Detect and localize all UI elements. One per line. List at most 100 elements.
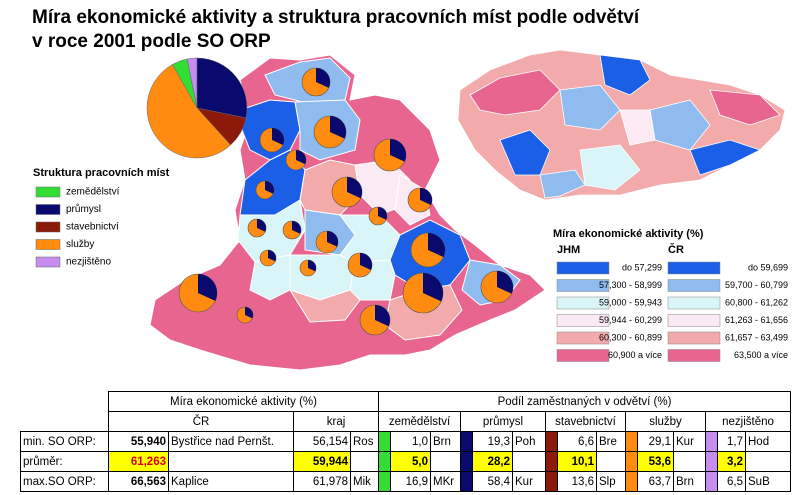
district-pie-slice [272, 128, 284, 145]
table-cell: 3,2 [717, 451, 746, 472]
table-cell [350, 451, 379, 472]
table-row: Míra ekonomické aktivity (%) Podíl zaměst… [21, 391, 791, 412]
district-pie-slice [268, 250, 276, 262]
table-cell: 19,3 [472, 431, 513, 452]
legend-label: 57,300 - 58,999 [599, 280, 662, 290]
legend-label: 63,500 a více [734, 350, 788, 360]
table-cell: Brn [430, 431, 461, 452]
district-pie-slice [327, 231, 338, 247]
legend-swatch [556, 314, 610, 327]
structure-legend: Struktura pracovních míst zemědělství prů… [33, 167, 170, 268]
district-pie-slice [347, 177, 362, 199]
district-pie-slice [330, 116, 347, 139]
legend-label: do 59,699 [748, 262, 788, 272]
table-cell [21, 392, 109, 412]
legend-swatch [556, 279, 610, 292]
district-pie-slice [375, 305, 390, 327]
district-pie-slice [257, 219, 266, 232]
table-cell: 61,263 [108, 451, 169, 472]
table-cell [745, 451, 791, 472]
table-cell [545, 431, 558, 452]
table-cell [460, 431, 473, 452]
legend-column-title: ČR [668, 243, 684, 256]
legend-label: 60,300 - 60,899 [599, 332, 662, 342]
legend-label: nezjištěno [66, 257, 111, 268]
district-pie-slice [292, 221, 301, 234]
table-cell [512, 451, 546, 472]
table-cell [430, 451, 461, 472]
table-cell: zemědělství [378, 411, 461, 432]
legend-swatch [35, 221, 61, 233]
district-pie-slice [497, 271, 513, 294]
district [237, 199, 306, 263]
district-pie-slice [296, 150, 306, 165]
table-cell: 1,7 [717, 431, 746, 452]
summary-table: Míra ekonomické aktivity (%) Podíl zaměst… [20, 391, 791, 492]
table-row: ČR kraj zemědělství průmysl stavebnictví služ… [21, 411, 791, 432]
table-cell: průmysl [460, 411, 546, 432]
title-line: Míra ekonomické aktivity a struktura pra… [32, 7, 640, 28]
district-pie-slice [420, 188, 433, 205]
structure-pie [146, 57, 248, 159]
table-cell: Hod [745, 431, 791, 452]
table-cell [673, 451, 706, 472]
table-cell: Bystřice nad Pernšt. [168, 431, 294, 452]
country-map [457, 49, 786, 201]
table-cell: Míra ekonomické aktivity (%) [108, 391, 379, 412]
district-pie-slice [198, 274, 218, 301]
table-cell: Brn [673, 471, 706, 492]
table-cell [705, 431, 718, 452]
country-area [619, 109, 656, 146]
district-pie-slice [245, 307, 253, 319]
table-cell [705, 451, 718, 472]
table-cell: Kaplice [168, 471, 294, 492]
pie-slice [196, 57, 248, 119]
table-cell [378, 451, 391, 472]
table-cell [460, 451, 473, 472]
title: Míra ekonomické aktivity a struktura pra… [32, 6, 639, 54]
table-cell [545, 471, 558, 492]
legend-swatch [667, 261, 721, 275]
country-area [599, 54, 651, 96]
legend-swatch [556, 331, 610, 345]
pie-slice [172, 58, 198, 109]
table-cell: 10,1 [557, 451, 597, 472]
table-cell: Mik [350, 471, 379, 492]
table-cell: stavebnictví [545, 411, 626, 432]
district-pie-slice [265, 181, 274, 194]
district-pie-slice [423, 273, 443, 302]
table-cell: 55,940 [108, 431, 169, 452]
table-cell: nezjištěno [705, 411, 791, 432]
legend-label: 60,800 - 61,262 [725, 297, 788, 307]
legend-label: 59,944 - 60,299 [599, 315, 662, 325]
legend-swatch [556, 296, 610, 310]
legend-swatch [667, 331, 721, 345]
table-cell: 66,563 [108, 471, 169, 492]
table-cell [21, 412, 109, 432]
legend-label: 61,263 - 61,656 [725, 315, 788, 325]
table-cell: Kur [673, 431, 706, 452]
table-cell: služby [625, 411, 706, 432]
table-cell: 6,6 [557, 431, 597, 452]
legend-label: do 57,299 [622, 262, 662, 272]
country-area [709, 89, 781, 126]
district-pie-slice [360, 253, 372, 270]
legend-title: Míra ekonomické aktivity (%) [553, 228, 704, 240]
table-cell: 16,9 [390, 471, 431, 492]
district [288, 289, 361, 323]
table-cell [545, 451, 558, 472]
country-area [579, 144, 641, 191]
table-cell: Poh [512, 431, 546, 452]
table-cell [596, 451, 626, 472]
table-cell: 61,978 [293, 471, 351, 492]
legend-swatch [35, 204, 61, 215]
table-cell [378, 431, 391, 452]
table-cell: max.SO ORP: [20, 471, 109, 492]
map-area: Struktura pracovních míst zemědělství prů… [33, 49, 788, 371]
table-row: průměr: 61,263 59,944 5,0 28,2 10,1 53,6 3,2 [20, 451, 791, 472]
table-cell: průměr: [20, 451, 109, 472]
legend-label: služby [66, 239, 94, 250]
table-cell: min. SO ORP: [20, 431, 109, 452]
table-cell [625, 451, 638, 472]
title-line: v roce 2001 podle SO ORP [32, 31, 271, 52]
